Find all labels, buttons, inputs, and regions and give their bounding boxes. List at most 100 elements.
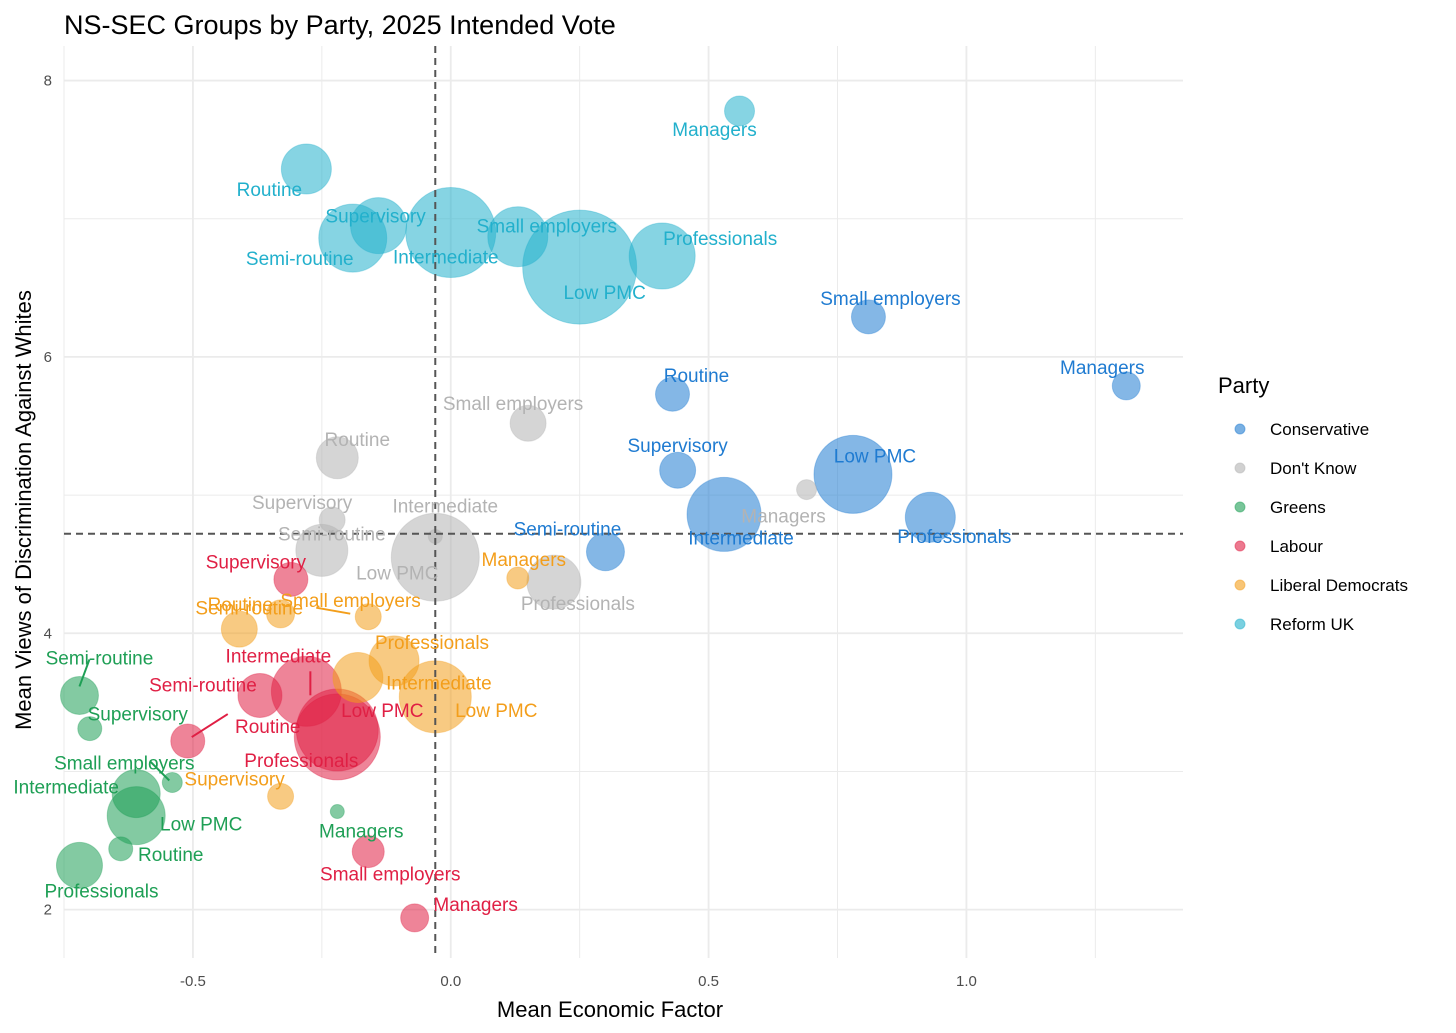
x-tick-label: -0.5 (180, 973, 206, 990)
label-labour-small-employers: Small employers (320, 865, 460, 886)
label-greens-semi-routine: Semi-routine (46, 648, 154, 669)
label-liberal-democrats-supervisory: Supervisory (184, 769, 285, 790)
label-conservative-intermediate: Intermediate (688, 528, 794, 549)
legend-key-liberal-democrats (1234, 579, 1246, 591)
y-tick-label: 4 (44, 625, 52, 642)
label-liberal-democrats-small-employers: Small employers (280, 591, 420, 612)
point-greens-semi-routine (59, 675, 99, 715)
point-conservative-small-employers (850, 299, 886, 335)
label-don-t-know-low-pmc: Low PMC (356, 563, 438, 584)
point-reform-uk-small-employers (487, 206, 549, 268)
point-greens-supervisory (77, 716, 103, 742)
label-leader-greens-semi-routine (78, 659, 91, 687)
label-liberal-democrats-routine: Routine (208, 595, 274, 616)
point-labour-supervisory (273, 561, 309, 597)
x-axis-title: Mean Economic Factor (497, 997, 723, 1022)
point-greens-professionals (55, 841, 103, 889)
x-tick-label: 0.0 (440, 973, 461, 990)
label-greens-professionals: Professionals (44, 881, 158, 902)
label-reform-uk-low-pmc: Low PMC (563, 283, 645, 304)
label-reform-uk-intermediate: Intermediate (393, 248, 499, 269)
label-greens-supervisory: Supervisory (88, 705, 189, 726)
y-tick-label: 2 (44, 902, 52, 919)
point-reform-uk-supervisory (350, 197, 408, 255)
legend-label-conservative: Conservative (1270, 420, 1369, 439)
label-don-t-know-managers: Managers (741, 507, 826, 528)
legend-label-greens: Greens (1270, 498, 1326, 517)
point-greens-intermediate (111, 769, 161, 819)
label-labour-low-pmc: Low PMC (341, 701, 423, 722)
point-liberal-democrats-small-employers (266, 599, 296, 629)
label-reform-uk-managers: Managers (672, 120, 757, 141)
label-leader-liberal-democrats-semi-routine (316, 606, 351, 615)
label-liberal-democrats-semi-routine: Semi-routine (195, 599, 303, 620)
y-tick-label: 6 (44, 349, 52, 366)
legend-label-reform-uk: Reform UK (1270, 615, 1355, 634)
legend-label-labour: Labour (1270, 537, 1323, 556)
point-conservative-routine (654, 376, 690, 412)
label-labour-semi-routine: Semi-routine (149, 675, 257, 696)
label-reform-uk-small-employers: Small employers (477, 217, 617, 238)
point-labour-routine (170, 723, 206, 759)
point-liberal-democrats-routine (220, 610, 258, 648)
legend-key-labour (1234, 540, 1246, 552)
label-don-t-know-small-employers: Small employers (443, 394, 583, 415)
reference-lines (64, 46, 1183, 958)
point-conservative-professionals (904, 491, 956, 543)
axis-ticks: -0.5 0.0 0.5 1.0 2 4 6 8 (44, 73, 977, 990)
label-reform-uk-supervisory: Supervisory (325, 207, 426, 228)
y-axis-title: Mean Views of Discrimination Against Whi… (11, 290, 36, 730)
label-greens-managers: Managers (319, 822, 404, 843)
label-conservative-routine: Routine (664, 366, 730, 387)
label-labour-managers: Managers (433, 895, 518, 916)
label-labour-professionals: Professionals (244, 751, 358, 772)
label-leader-greens-small-employers (149, 760, 170, 782)
label-conservative-semi-routine: Semi-routine (514, 520, 622, 541)
label-don-t-know-intermediate: Intermediate (392, 497, 498, 518)
point-don-t-know-small-employers (509, 404, 547, 442)
label-don-t-know-semi-routine: Semi-routine (278, 524, 386, 545)
label-conservative-low-pmc: Low PMC (834, 446, 916, 467)
label-greens-routine: Routine (138, 845, 204, 866)
legend-key-reform-uk (1234, 618, 1246, 630)
legend-key-don-t-know (1234, 462, 1246, 474)
x-tick-label: 1.0 (956, 973, 977, 990)
label-reform-uk-professionals: Professionals (663, 229, 777, 250)
point-conservative-supervisory (659, 451, 697, 489)
label-liberal-democrats-low-pmc: Low PMC (455, 701, 537, 722)
label-don-t-know-professionals: Professionals (521, 594, 635, 615)
label-liberal-democrats-professionals: Professionals (375, 633, 489, 654)
point-labour-semi-routine (237, 672, 283, 718)
label-leader-labour-routine (191, 713, 229, 738)
legend-label-don-t-know: Don't Know (1270, 459, 1357, 478)
point-labour-small-employers (351, 835, 385, 869)
label-labour-routine: Routine (235, 717, 301, 738)
legend-title: Party (1218, 373, 1269, 398)
legend-key-greens (1234, 501, 1246, 513)
label-conservative-professionals: Professionals (897, 527, 1011, 548)
label-reform-uk-semi-routine: Semi-routine (246, 249, 354, 270)
point-liberal-democrats-managers (506, 566, 530, 590)
point-reform-uk-routine (280, 143, 332, 195)
label-don-t-know-routine: Routine (325, 430, 391, 451)
point-liberal-democrats-semi-routine (354, 603, 382, 631)
label-greens-intermediate: Intermediate (13, 778, 119, 799)
point-labels: Managers Small employers Routine Supervisor… (13, 120, 1144, 916)
point-greens-managers (329, 804, 345, 820)
legend: Party Conservative Don't Know Greens Labour… (1218, 373, 1408, 634)
label-liberal-democrats-managers: Managers (482, 550, 567, 571)
legend-label-liberal-democrats: Liberal Democrats (1270, 576, 1408, 595)
chart-title: NS-SEC Groups by Party, 2025 Intended Vo… (64, 10, 616, 40)
point-conservative-semi-routine (585, 532, 625, 572)
label-reform-uk-routine: Routine (237, 180, 303, 201)
label-conservative-small-employers: Small employers (820, 289, 960, 310)
point-don-t-know-managers (796, 479, 818, 501)
point-reform-uk-professionals (628, 222, 696, 290)
label-greens-small-employers: Small employers (54, 754, 194, 775)
legend-key-conservative (1234, 423, 1246, 435)
label-conservative-managers: Managers (1060, 358, 1145, 379)
point-labour-managers (400, 903, 430, 933)
point-liberal-democrats-intermediate (332, 651, 384, 703)
point-greens-routine (108, 836, 134, 862)
